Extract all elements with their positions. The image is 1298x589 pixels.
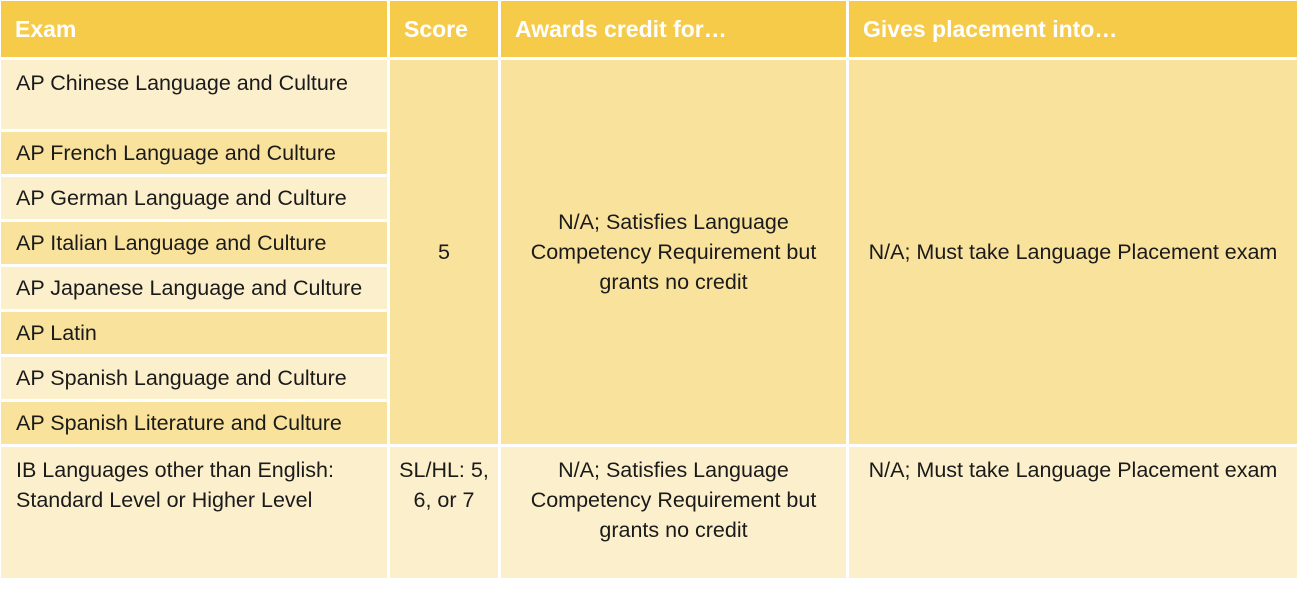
exam-name: AP German Language and Culture [1,177,387,219]
ib-awards-credit: N/A; Satisfies Language Competency Requi… [501,447,846,578]
table-row: IB Languages other than English: Standar… [1,447,1297,578]
exam-name: AP Spanish Language and Culture [1,357,387,399]
exam-name: AP Latin [1,312,387,354]
table-row: AP Spanish Literature and Culture [1,402,1297,444]
table-row: AP Italian Language and Culture [1,222,1297,264]
exam-name: AP Spanish Literature and Culture [1,402,387,444]
header-score: Score [390,1,498,57]
header-placement: Gives placement into… [849,1,1297,57]
header-row: Exam Score Awards credit for… Gives plac… [1,1,1297,57]
ap-score: 5 [390,60,498,444]
ib-placement: N/A; Must take Language Placement exam [849,447,1297,578]
exam-name: AP French Language and Culture [1,132,387,174]
ib-exam-name: IB Languages other than English: Standar… [1,447,387,578]
table-row: AP French Language and Culture [1,132,1297,174]
table-row: AP Chinese Language and Culture 5 N/A; S… [1,60,1297,444]
table-row: AP German Language and Culture [1,177,1297,219]
header-awards-credit: Awards credit for… [501,1,846,57]
exam-name: AP Chinese Language and Culture [1,60,387,129]
table-row: AP Spanish Language and Culture [1,357,1297,399]
ib-score: SL/HL: 5, 6, or 7 [390,447,498,578]
exam-name: AP Japanese Language and Culture [1,267,387,309]
table-row: AP Japanese Language and Culture [1,267,1297,309]
ap-awards-credit: N/A; Satisfies Language Competency Requi… [501,60,846,444]
ap-placement: N/A; Must take Language Placement exam [849,60,1297,444]
exam-name: AP Italian Language and Culture [1,222,387,264]
header-exam: Exam [1,1,387,57]
table-row: AP Latin [1,312,1297,354]
